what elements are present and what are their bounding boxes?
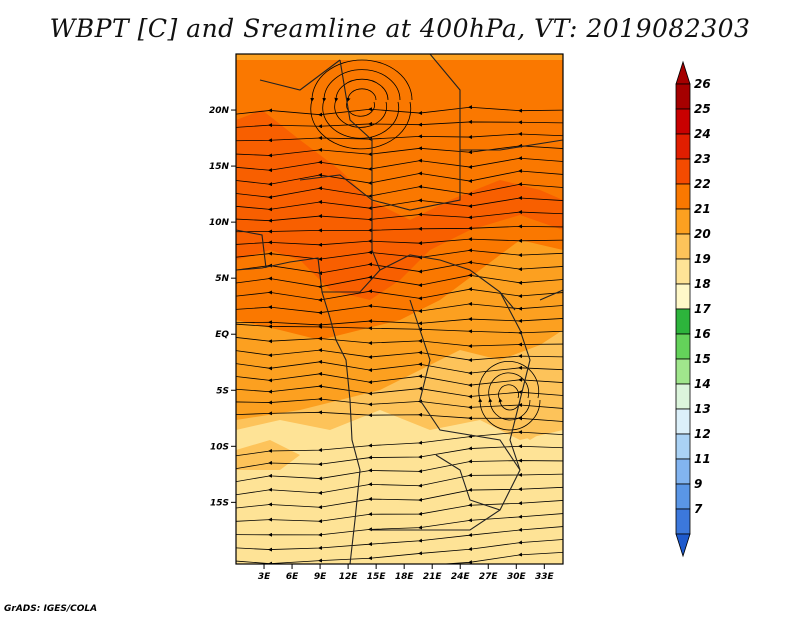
streamline	[268, 551, 563, 564]
colorbar-top-arrow	[675, 60, 691, 85]
colorbar-swatch	[675, 258, 691, 285]
streamline	[236, 336, 563, 349]
colorbar-swatch	[675, 358, 691, 385]
colorbar-swatch	[675, 83, 691, 110]
colorbar-label: 22	[694, 177, 711, 191]
colorbar-label: 20	[694, 227, 711, 241]
lon-tick-label: 6E	[286, 572, 299, 582]
colorbar-swatch	[675, 108, 691, 135]
colorbar-swatch	[675, 433, 691, 460]
colorbar-label: 12	[694, 427, 711, 441]
streamline	[236, 287, 563, 302]
streamline	[236, 224, 563, 234]
lat-tick-label: 5S	[216, 386, 229, 396]
lat-tick-label: 10S	[210, 442, 229, 452]
colorbar-label: 17	[694, 302, 711, 316]
colorbar-label: 26	[694, 77, 711, 91]
map-frame	[235, 53, 564, 565]
streamline	[334, 78, 389, 128]
lon-axis: 3E 6E 9E 12E 15E 18E 21E 24E 27E 30E 33E	[258, 564, 555, 582]
streamline	[236, 348, 563, 363]
colorbar-swatch	[675, 408, 691, 435]
colorbar-swatch	[675, 333, 691, 360]
colorbar-label: 11	[694, 452, 711, 466]
colorbar-label: 21	[694, 202, 711, 216]
streamline	[236, 143, 563, 158]
streamline	[236, 210, 563, 223]
lat-tick-label: EQ	[215, 330, 229, 340]
lon-tick-label: 9E	[314, 572, 327, 582]
streamline	[236, 301, 563, 315]
colorbar-swatch	[675, 233, 691, 260]
lon-tick-label: 18E	[395, 572, 415, 582]
colorbar-label: 19	[694, 252, 711, 266]
colorbar-label: 15	[694, 352, 711, 366]
colorbar-label: 9	[694, 477, 702, 491]
lat-tick-label: 10N	[209, 218, 230, 228]
streamline	[236, 119, 563, 129]
colorbar-label: 16	[694, 327, 711, 341]
lon-tick-label: 15E	[367, 572, 387, 582]
streamline	[498, 384, 521, 411]
streamline	[236, 260, 563, 276]
colorbar-label: 13	[694, 402, 711, 416]
colorbar-swatch	[675, 183, 691, 210]
streamline	[310, 59, 413, 150]
lon-tick-label: 30E	[507, 572, 527, 582]
colorbar-swatch	[675, 283, 691, 310]
lon-tick-label: 12E	[339, 572, 359, 582]
colorbar-swatch	[675, 158, 691, 185]
streamline	[236, 384, 563, 399]
lat-tick-label: 20N	[209, 106, 230, 116]
colorbar-label: 18	[694, 277, 711, 291]
colorbar-swatch	[675, 133, 691, 160]
streamline	[236, 105, 563, 117]
colorbar-label: 7	[694, 502, 703, 516]
colorbar-swatch	[675, 208, 691, 235]
colorbar-label: 24	[694, 127, 711, 141]
lon-tick-label: 3E	[258, 572, 271, 582]
streamline	[236, 359, 563, 376]
lat-tick-label: 15S	[210, 498, 229, 508]
lon-tick-label: 21E	[423, 572, 443, 582]
lat-tick-label: 15N	[209, 162, 230, 172]
colorbar-swatch	[675, 383, 691, 410]
colorbar-label: 25	[694, 102, 711, 116]
plot-title: WBPT [C] and Sreamline at 400hPa, VT: 20…	[49, 14, 751, 43]
colorbar-swatch	[675, 458, 691, 485]
streamline	[236, 237, 563, 247]
streamline	[236, 182, 563, 200]
streamline	[236, 323, 563, 335]
streamline	[322, 69, 401, 139]
streamline	[488, 372, 531, 421]
streamline	[236, 273, 563, 289]
streamline	[236, 397, 563, 410]
colorbar: 26 25 24 23 22 21 20 19 18 17 16 15 14 13 12 11 9 7	[675, 60, 711, 558]
streamline	[236, 317, 563, 327]
lon-tick-label: 27E	[479, 572, 499, 582]
colorbar-swatch	[675, 308, 691, 335]
streamline	[236, 410, 563, 422]
lat-tick-label: 5N	[215, 274, 229, 284]
lon-tick-label: 24E	[451, 572, 471, 582]
lon-tick-label: 33E	[535, 572, 555, 582]
colorbar-label: 23	[694, 152, 711, 166]
country-borders	[236, 54, 563, 564]
credit-label: GrADS: IGES/COLA	[4, 604, 98, 614]
streamline	[478, 361, 541, 431]
colorbar-label: 14	[694, 377, 711, 391]
streamline	[236, 248, 563, 262]
colorbar-swatch	[675, 508, 691, 535]
streamline	[346, 88, 377, 117]
streamline	[236, 371, 563, 388]
colorbar-bottom-arrow	[675, 533, 691, 558]
lat-axis: 20N 15N 10N 5N EQ 5S 10S 15S	[209, 106, 236, 508]
streamline	[236, 195, 563, 212]
colorbar-swatch	[675, 483, 691, 510]
